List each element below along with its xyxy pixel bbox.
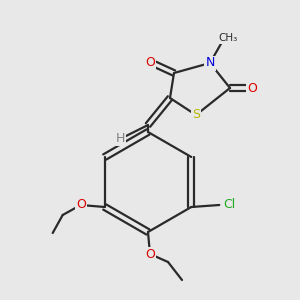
Text: N: N [205, 56, 215, 70]
Text: CH₃: CH₃ [218, 33, 238, 43]
Text: S: S [192, 109, 200, 122]
Text: O: O [247, 82, 257, 94]
Text: O: O [76, 199, 86, 212]
Text: Cl: Cl [223, 199, 236, 212]
Text: O: O [145, 56, 155, 68]
Text: O: O [145, 248, 155, 260]
Text: H: H [115, 131, 125, 145]
